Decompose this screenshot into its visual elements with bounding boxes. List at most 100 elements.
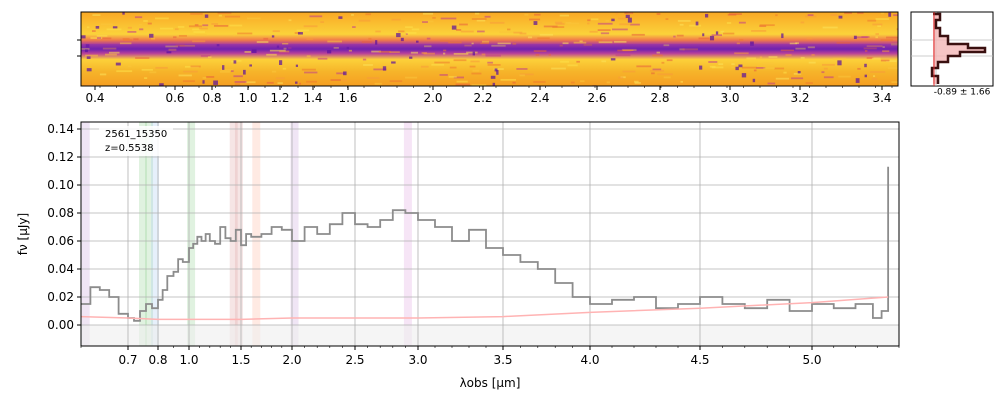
heatmap-noise-cell bbox=[873, 75, 876, 78]
heatmap-dark-pixel bbox=[251, 49, 257, 54]
heatmap-dark-pixel bbox=[396, 33, 401, 38]
heatmap-noise-cell bbox=[322, 27, 325, 30]
heatmap-noise-cell bbox=[882, 46, 885, 48]
heatmap-noise-cell bbox=[864, 50, 868, 52]
heatmap-noise-cell bbox=[751, 30, 767, 32]
y-tick-label: 0.00 bbox=[47, 318, 74, 332]
heatmap-dark-pixel bbox=[625, 14, 630, 18]
heatmap-noise-cell bbox=[597, 22, 613, 25]
heatmap-dark-pixel bbox=[704, 13, 709, 18]
heatmap-noise-cell bbox=[207, 56, 212, 59]
heatmap-dark-pixel bbox=[338, 16, 343, 19]
heatmap-noise-cell bbox=[230, 70, 234, 73]
heatmap-x-tick-label: 2.6 bbox=[587, 91, 606, 105]
heatmap-noise-cell bbox=[666, 59, 673, 62]
heatmap-dark-pixel bbox=[295, 64, 299, 67]
heatmap-noise-cell bbox=[615, 54, 631, 57]
heatmap-noise-cell bbox=[570, 81, 575, 84]
heatmap-noise-cell bbox=[805, 15, 817, 18]
heatmap-noise-cell bbox=[489, 21, 505, 24]
heatmap-noise-cell bbox=[807, 46, 815, 49]
heatmap-noise-cell bbox=[363, 64, 373, 66]
heatmap-noise-cell bbox=[119, 42, 132, 45]
heatmap-noise-cell bbox=[891, 43, 898, 46]
label-box bbox=[99, 126, 173, 156]
heatmap-noise-cell bbox=[875, 36, 878, 39]
heatmap-trace bbox=[81, 44, 898, 50]
heatmap-noise-cell bbox=[551, 67, 566, 70]
heatmap-dark-pixel bbox=[888, 12, 892, 17]
heatmap-noise-cell bbox=[410, 51, 418, 54]
heatmap-noise-cell bbox=[493, 68, 504, 70]
heatmap-noise-cell bbox=[618, 17, 628, 20]
heatmap-noise-cell bbox=[821, 71, 825, 74]
heatmap-noise-cell bbox=[234, 81, 247, 83]
heatmap-noise-cell bbox=[449, 66, 457, 69]
heatmap-dark-pixel bbox=[276, 45, 280, 49]
heatmap-noise-cell bbox=[512, 81, 516, 84]
heatmap-noise-cell bbox=[298, 82, 302, 85]
heatmap-noise-cell bbox=[871, 57, 881, 60]
heatmap-noise-cell bbox=[296, 29, 310, 32]
heatmap-noise-cell bbox=[342, 79, 347, 82]
heatmap-noise-cell bbox=[567, 64, 578, 67]
heatmap-noise-cell bbox=[198, 27, 208, 30]
heatmap-noise-cell bbox=[361, 41, 372, 43]
heatmap-noise-cell bbox=[81, 48, 90, 50]
heatmap-noise-cell bbox=[139, 28, 144, 31]
heatmap-noise-cell bbox=[499, 31, 514, 34]
heatmap-noise-cell bbox=[679, 23, 684, 26]
heatmap-noise-cell bbox=[105, 53, 117, 56]
heatmap-noise-cell bbox=[775, 14, 778, 17]
heatmap-noise-cell bbox=[726, 22, 732, 24]
heatmap-noise-cell bbox=[306, 55, 311, 58]
heatmap-noise-cell bbox=[464, 44, 472, 47]
heatmap-noise-cell bbox=[244, 51, 251, 53]
heatmap-noise-cell bbox=[469, 65, 476, 68]
heatmap-dark-pixel bbox=[837, 60, 842, 66]
heatmap-noise-cell bbox=[375, 30, 381, 33]
heatmap-noise-cell bbox=[763, 67, 776, 70]
y-tick-label: 0.12 bbox=[47, 150, 74, 164]
heatmap-noise-cell bbox=[753, 69, 757, 72]
heatmap-noise-cell bbox=[150, 37, 156, 40]
heatmap-dark-pixel bbox=[864, 74, 867, 78]
heatmap-noise-cell bbox=[759, 25, 767, 28]
heatmap-noise-cell bbox=[282, 42, 289, 45]
heatmap-x-axis: 0.4 0.6 0.8 1.0 1.2 1.4 1.6 2.0 2.2 2.4 2.6 2.8 3.0 3… bbox=[77, 39, 893, 105]
heatmap-noise-cell bbox=[272, 30, 280, 33]
heatmap-noise-cell bbox=[731, 63, 735, 66]
heatmap-noise-cell bbox=[863, 47, 877, 50]
heatmap-x-tick-label: 1.4 bbox=[303, 91, 322, 105]
heatmap-noise-cell bbox=[306, 80, 318, 83]
heatmap-x-tick-label: 1.6 bbox=[338, 91, 357, 105]
x-tick-label: 5.0 bbox=[802, 353, 821, 367]
heatmap-noise-cell bbox=[832, 57, 846, 60]
emission-line-band bbox=[139, 122, 147, 346]
heatmap-noise-cell bbox=[352, 26, 356, 28]
heatmap-noise-cell bbox=[263, 37, 269, 40]
heatmap-noise-cell bbox=[183, 70, 198, 73]
below-zero-shade bbox=[81, 325, 899, 346]
heatmap-noise-cell bbox=[795, 47, 806, 50]
heatmap-noise-cell bbox=[589, 30, 598, 33]
heatmap-noise-cell bbox=[534, 13, 541, 16]
heatmap-noise-cell bbox=[559, 14, 570, 17]
heatmap-noise-cell bbox=[143, 20, 148, 22]
heatmap-noise-cell bbox=[652, 54, 663, 57]
heatmap-noise-cell bbox=[106, 28, 122, 31]
heatmap-noise-cell bbox=[456, 80, 468, 83]
heatmap-noise-cell bbox=[622, 70, 636, 73]
heatmap-noise-cell bbox=[405, 33, 408, 35]
heatmap-noise-cell bbox=[866, 57, 874, 59]
heatmap-noise-cell bbox=[857, 67, 861, 70]
heatmap-noise-cell bbox=[619, 23, 631, 26]
heatmap-noise-cell bbox=[649, 69, 665, 72]
heatmap-x-tick-label: 1.0 bbox=[238, 91, 257, 105]
heatmap-dark-pixel bbox=[472, 51, 475, 56]
heatmap-noise-cell bbox=[622, 49, 634, 52]
heatmap-dark-pixel bbox=[855, 78, 860, 83]
heatmap-noise-cell bbox=[891, 81, 898, 84]
heatmap-dark-pixel bbox=[416, 40, 419, 43]
heatmap-noise-cell bbox=[194, 24, 199, 26]
